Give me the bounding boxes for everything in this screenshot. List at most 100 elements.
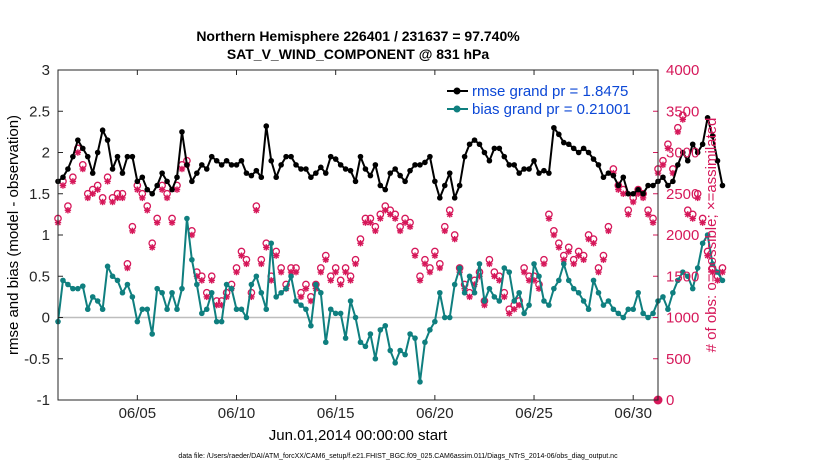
y2-tick-label: 1500 bbox=[666, 268, 699, 285]
obs-assimilated-stroke bbox=[565, 248, 572, 255]
rmse-point bbox=[238, 157, 245, 164]
rmse-point bbox=[372, 162, 379, 168]
obs-assimilated-stroke bbox=[144, 207, 151, 214]
bias-point bbox=[303, 306, 309, 313]
bias-point bbox=[184, 215, 190, 222]
rmse-point bbox=[208, 153, 215, 160]
obs-assimilated-point bbox=[431, 252, 439, 259]
rmse-point bbox=[615, 182, 622, 189]
obs-assimilated-stroke bbox=[164, 194, 170, 201]
bias-point bbox=[114, 277, 121, 284]
rmse-point bbox=[432, 178, 438, 185]
obs-assimilated-stroke bbox=[258, 260, 265, 267]
rmse-point bbox=[273, 174, 279, 181]
series-layer bbox=[54, 111, 727, 405]
x-tick-label: 06/10 bbox=[218, 405, 256, 422]
bias-point bbox=[129, 294, 136, 300]
x-tick-label: 06/20 bbox=[416, 405, 454, 422]
obs-assimilated-stroke bbox=[134, 186, 141, 193]
obs-assimilated-point bbox=[367, 219, 374, 226]
rmse-point bbox=[417, 162, 423, 168]
rmse-point bbox=[129, 153, 136, 160]
bias-point bbox=[228, 285, 235, 292]
bias-point bbox=[590, 277, 597, 284]
bias-point bbox=[427, 327, 433, 333]
rmse-point bbox=[347, 167, 354, 174]
rmse-point bbox=[303, 166, 309, 172]
bias-point bbox=[179, 285, 185, 292]
obs-assimilated-stroke bbox=[511, 306, 518, 313]
obs-assimilated-stroke bbox=[99, 199, 106, 205]
bias-point bbox=[278, 289, 284, 296]
obs-assimilated-stroke bbox=[372, 227, 379, 234]
rmse-point bbox=[332, 156, 339, 162]
obs-assimilated-stroke bbox=[159, 186, 166, 193]
rmse-point bbox=[377, 182, 384, 189]
obs-assimilated-stroke bbox=[169, 219, 175, 226]
y-tick-label: 2.5 bbox=[29, 103, 50, 120]
rmse-point bbox=[174, 174, 180, 181]
obs-assimilated-stroke bbox=[625, 211, 632, 218]
obs-assimilated-stroke bbox=[347, 277, 354, 284]
bias-point bbox=[65, 281, 71, 288]
obs-assimilated-stroke bbox=[60, 182, 66, 189]
obs-assimilated-point bbox=[203, 293, 210, 301]
obs-assimilated-stroke bbox=[441, 227, 448, 234]
bias-point bbox=[243, 314, 250, 321]
bias-point bbox=[119, 289, 126, 296]
obs-assimilated-point bbox=[401, 219, 409, 226]
obs-assimilated-point bbox=[104, 178, 111, 185]
rmse-point bbox=[645, 182, 651, 189]
bias-point bbox=[313, 281, 319, 288]
rmse-point bbox=[461, 153, 468, 160]
obs-assimilated-point bbox=[243, 260, 250, 268]
obs-assimilated-point bbox=[501, 293, 508, 301]
obs-assimilated-stroke bbox=[387, 211, 394, 218]
bias-point bbox=[99, 306, 106, 313]
rmse-point bbox=[565, 141, 572, 148]
obs-assimilated-stroke bbox=[203, 293, 210, 300]
bias-point bbox=[397, 347, 403, 354]
obs-assimilated-stroke bbox=[560, 256, 567, 263]
obs-assimilated-stroke bbox=[154, 219, 161, 226]
obs-assimilated-point bbox=[238, 252, 245, 259]
bias-point bbox=[491, 294, 498, 300]
obs-assimilated-point bbox=[704, 252, 711, 259]
obs-assimilated-point bbox=[263, 244, 270, 251]
rmse-point bbox=[471, 137, 478, 143]
bias-point bbox=[387, 347, 394, 354]
obs-assimilated-stroke bbox=[322, 256, 329, 263]
obs-assimilated-stroke bbox=[501, 293, 508, 300]
obs-assimilated-stroke bbox=[496, 277, 503, 284]
y-tick-label: -1 bbox=[37, 392, 50, 409]
rmse-point bbox=[521, 166, 527, 172]
obs-assimilated-stroke bbox=[352, 260, 359, 267]
obs-assimilated-point bbox=[134, 186, 141, 193]
bias-point bbox=[580, 298, 587, 304]
obs-assimilated-stroke bbox=[451, 236, 458, 243]
obs-assimilated-stroke bbox=[357, 240, 364, 247]
rmse-point bbox=[283, 153, 289, 160]
legend-bias-label: bias grand pr = 0.21001 bbox=[472, 101, 631, 118]
bias-point bbox=[347, 298, 354, 304]
rmse-point bbox=[109, 166, 116, 172]
bias-point bbox=[476, 261, 483, 267]
obs-assimilated-point bbox=[590, 240, 597, 247]
rmse-point bbox=[134, 178, 141, 185]
obs-assimilated-stroke bbox=[362, 219, 369, 226]
obs-assimilated-stroke bbox=[327, 277, 334, 284]
obs-assimilated-stroke bbox=[317, 269, 324, 276]
bias-point bbox=[288, 273, 294, 280]
obs-assimilated-stroke bbox=[446, 211, 453, 218]
rmse-point bbox=[268, 157, 275, 164]
obs-assimilated-stroke bbox=[620, 190, 627, 197]
rmse-point bbox=[288, 153, 294, 160]
rmse-point bbox=[551, 124, 557, 131]
bias-point bbox=[556, 277, 562, 284]
bias-point bbox=[699, 240, 706, 247]
bias-point bbox=[357, 339, 364, 346]
legend: rmse grand pr = 1.8475 bias grand pr = 0… bbox=[441, 80, 651, 120]
rmse-point bbox=[382, 186, 389, 193]
obs-assimilated-stroke bbox=[79, 166, 86, 172]
obs-assimilated-point bbox=[59, 182, 67, 189]
